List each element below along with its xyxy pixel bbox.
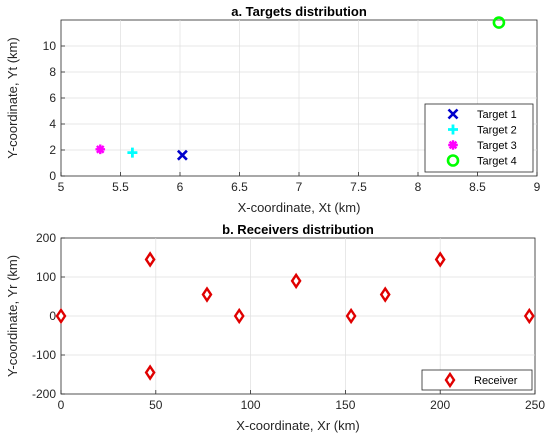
- target-3-legend-label: Target 3: [477, 140, 517, 152]
- targets-x-tick-label: 9: [534, 180, 541, 194]
- targets-y-tick-label: 2: [49, 143, 56, 157]
- targets-x-tick-label: 7.5: [350, 180, 367, 194]
- receivers-x-label: X-coordinate, Xr (km): [236, 418, 360, 433]
- targets-y-tick-label: 4: [49, 117, 56, 131]
- targets-x-label: X-coordinate, Xt (km): [238, 200, 361, 215]
- targets-x-tick-label: 6: [177, 180, 184, 194]
- receiver-point: [201, 286, 213, 303]
- targets-y-tick-label: 6: [49, 91, 56, 105]
- receiver-point: [523, 307, 535, 325]
- target-4-legend-label: Target 4: [477, 156, 517, 168]
- receivers-y-tick-label: 200: [36, 231, 56, 245]
- target-1-point: [176, 149, 188, 161]
- targets-legend-box: [424, 103, 534, 173]
- target-3-legend-marker: [448, 140, 458, 150]
- targets-x-tick-label: 5: [58, 180, 65, 194]
- target-1-legend-label: Target 1: [477, 109, 517, 121]
- target-2-legend-marker: [448, 124, 458, 135]
- receiver-legend-marker: [444, 371, 456, 389]
- receivers-x-tick-label: 200: [430, 398, 450, 412]
- receivers-x-tick-label: 0: [58, 398, 65, 412]
- receiver-point: [233, 307, 245, 325]
- targets-y-tick-label: 10: [43, 39, 57, 53]
- targets-points: [95, 16, 506, 161]
- receiver-point: [290, 272, 302, 290]
- receivers-legend: Receiver: [421, 369, 533, 391]
- targets-x-tick-label: 8: [415, 180, 422, 194]
- target-4-point: [492, 16, 506, 29]
- receivers-x-tick-label: 100: [241, 398, 261, 412]
- target-2-legend-label: Target 2: [477, 125, 517, 137]
- targets-x-tick-label: 5.5: [112, 180, 129, 194]
- targets-x-tick-label: 6.5: [231, 180, 248, 194]
- targets-x-tick-label: 7: [296, 180, 303, 194]
- targets-title: a. Targets distribution: [231, 4, 367, 19]
- targets-tick-labels: 5 5.5 6 6.5 7 7.5 8 8.5 9 0 2 4 6 8 10: [43, 39, 541, 194]
- targets-x-tick-label: 8.5: [469, 180, 486, 194]
- target-3-point: [95, 144, 106, 155]
- targets-legend: Target 1 Target 2 Target 3 Target 4: [424, 103, 534, 173]
- receiver-point: [345, 307, 357, 325]
- receivers-tick-labels: 0 50 100 150 200 250 -200 -100 0 100 200: [32, 231, 545, 412]
- receivers-x-tick-label: 250: [525, 398, 545, 412]
- receivers-y-tick-label: -200: [32, 387, 56, 401]
- receiver-point: [434, 251, 446, 268]
- receivers-y-tick-label: 100: [36, 270, 56, 284]
- receivers-x-tick-label: 150: [335, 398, 355, 412]
- receivers-y-tick-label: 0: [49, 309, 56, 323]
- targets-y-label: Y-coordinate, Yt (km): [5, 37, 20, 158]
- receiver-point: [379, 286, 391, 303]
- receiver-legend-label: Receiver: [474, 375, 518, 387]
- targets-y-tick-label: 8: [49, 65, 56, 79]
- receivers-y-tick-label: -100: [32, 348, 56, 362]
- receivers-x-tick-label: 50: [149, 398, 163, 412]
- targets-y-tick-label: 0: [49, 169, 56, 183]
- receivers-plot: 0 50 100 150 200 250 -200 -100 0 100 200 b. Receiv…: [5, 222, 545, 433]
- target-1-legend-marker: [447, 108, 459, 120]
- receivers-points: [55, 251, 535, 381]
- targets-plot: 5 5.5 6 6.5 7 7.5 8 8.5 9 0 2 4 6 8 10 a. Targets dist…: [5, 4, 541, 215]
- receiver-point: [144, 364, 156, 381]
- target-2-point: [127, 147, 138, 158]
- receivers-y-label: Y-coordinate, Yr (km): [5, 255, 20, 377]
- receiver-point: [55, 307, 67, 325]
- receivers-title: b. Receivers distribution: [222, 222, 374, 237]
- target-4-legend-marker: [446, 154, 460, 167]
- receiver-point: [144, 251, 156, 268]
